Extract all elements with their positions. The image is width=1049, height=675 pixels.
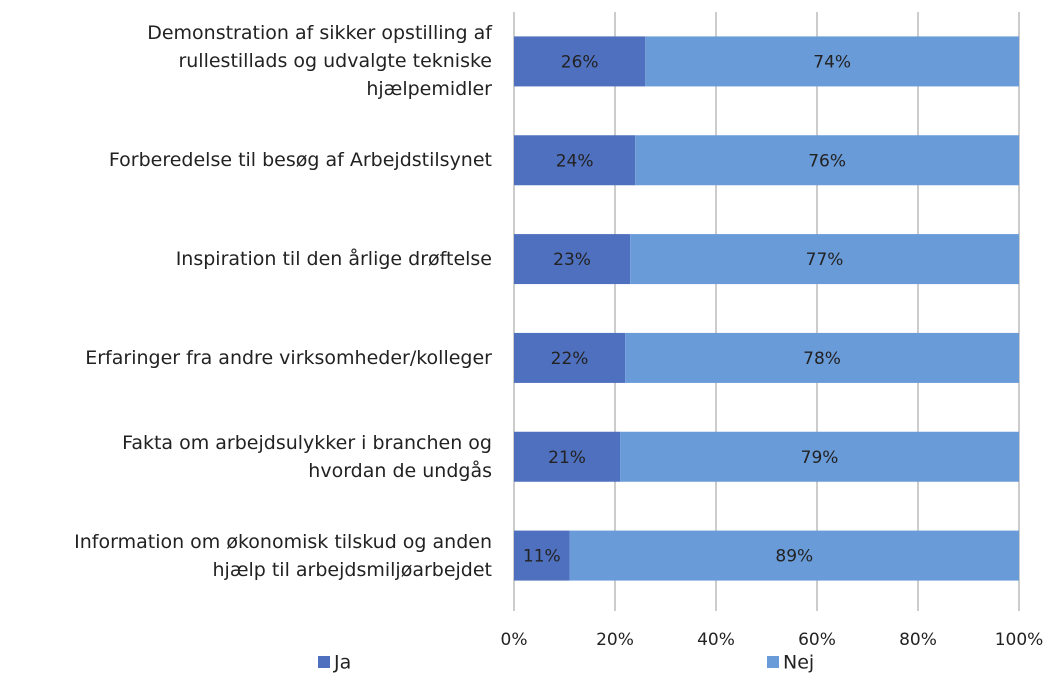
bar-segment xyxy=(514,530,570,581)
legend-label: Nej xyxy=(783,652,814,674)
category-label: Fakta om arbejdsulykker i branchen og hv… xyxy=(122,431,492,482)
legend-swatch xyxy=(318,656,330,668)
bar-segment xyxy=(569,530,1019,581)
bar-segment xyxy=(620,431,1019,482)
x-tick-label: 80% xyxy=(899,630,937,650)
category-label: Inspiration til den årlige drøftelse xyxy=(175,248,492,271)
bar-segment xyxy=(635,135,1019,186)
data-label: 74% xyxy=(813,52,851,72)
data-label: 79% xyxy=(801,448,839,468)
bar-segment xyxy=(645,36,1019,87)
data-label: 23% xyxy=(553,250,591,270)
x-tick-label: 40% xyxy=(697,630,735,650)
x-tick-label: 100% xyxy=(995,630,1044,650)
x-tick-label: 60% xyxy=(798,630,836,650)
data-label: 24% xyxy=(556,151,594,171)
bar-segment xyxy=(625,332,1019,383)
category-label: Information om økonomisk tilskud og ande… xyxy=(74,530,492,581)
bar-segment xyxy=(514,135,636,186)
x-tick-label: 0% xyxy=(501,630,528,650)
x-tick-label: 20% xyxy=(596,630,634,650)
data-label: 76% xyxy=(808,151,846,171)
bar-segment xyxy=(514,332,626,383)
bar-segment xyxy=(514,234,631,285)
data-label: 78% xyxy=(803,349,841,369)
category-label: Forberedelse til besøg af Arbejdstilsyne… xyxy=(108,149,492,172)
category-label: Demonstration af sikker opstilling af ru… xyxy=(147,22,492,101)
bar-segment xyxy=(630,234,1019,285)
data-label: 11% xyxy=(523,547,561,567)
data-label: 21% xyxy=(548,448,586,468)
data-label: 22% xyxy=(551,349,589,369)
data-label: 89% xyxy=(775,547,813,567)
category-label: Erfaringer fra andre virksomheder/kolleg… xyxy=(85,346,492,369)
bar-segment xyxy=(514,36,646,87)
bar-segment xyxy=(514,431,621,482)
legend-swatch xyxy=(767,656,779,668)
legend-label: Ja xyxy=(333,652,351,674)
data-label: 26% xyxy=(561,52,599,72)
data-label: 77% xyxy=(806,250,844,270)
